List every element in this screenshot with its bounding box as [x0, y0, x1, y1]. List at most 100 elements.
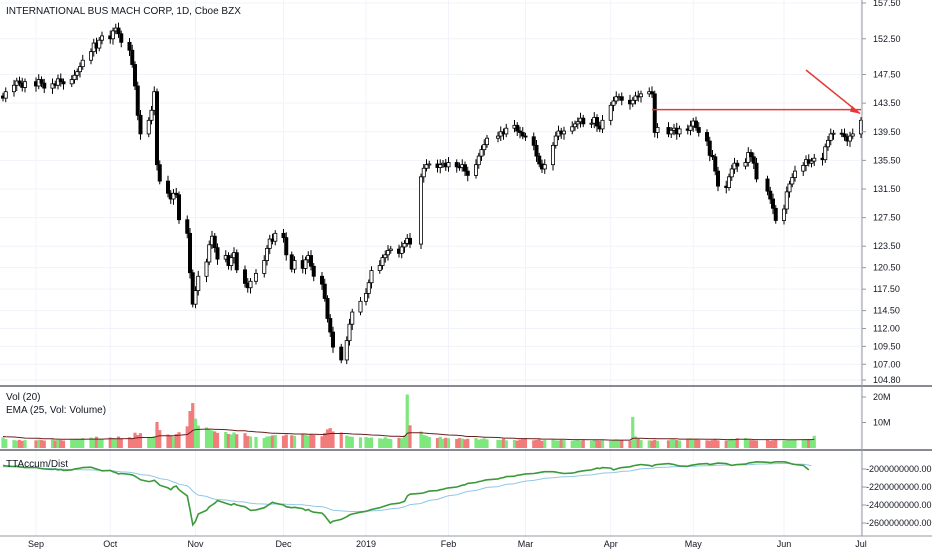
candle[interactable]: [595, 114, 600, 132]
candle[interactable]: [427, 160, 432, 169]
volume-bar[interactable]: [232, 432, 236, 448]
volume-bar[interactable]: [325, 429, 330, 448]
candle[interactable]: [78, 62, 83, 78]
candle[interactable]: [531, 132, 536, 151]
candle[interactable]: [157, 160, 162, 185]
volume-bar[interactable]: [284, 434, 288, 448]
volume-bar[interactable]: [427, 437, 431, 448]
candle[interactable]: [600, 114, 605, 133]
candle[interactable]: [138, 109, 143, 140]
volume-bar[interactable]: [793, 439, 797, 448]
volume-bar[interactable]: [809, 440, 814, 448]
volume-bar[interactable]: [72, 439, 77, 448]
candle[interactable]: [482, 139, 487, 156]
volume-bar[interactable]: [650, 440, 654, 448]
candle[interactable]: [3, 87, 8, 103]
volume-bar[interactable]: [100, 439, 104, 448]
candle[interactable]: [484, 134, 489, 148]
volume-bar[interactable]: [501, 438, 506, 448]
candle[interactable]: [768, 186, 773, 204]
volume-bar[interactable]: [424, 435, 429, 448]
volume-bar[interactable]: [127, 437, 132, 448]
volume-bar[interactable]: [543, 440, 547, 448]
volume-bar[interactable]: [754, 440, 759, 448]
candle[interactable]: [751, 152, 756, 170]
volume-bar[interactable]: [752, 440, 756, 448]
volume-bar[interactable]: [331, 431, 335, 448]
volume-bar[interactable]: [350, 436, 354, 448]
volume-bar[interactable]: [518, 439, 522, 448]
candle[interactable]: [171, 188, 176, 205]
candle[interactable]: [727, 173, 732, 191]
candle[interactable]: [132, 61, 137, 91]
candle[interactable]: [754, 157, 759, 183]
volume-bar[interactable]: [455, 439, 459, 448]
volume-bar[interactable]: [804, 439, 808, 448]
candle[interactable]: [553, 131, 558, 149]
candle[interactable]: [465, 166, 470, 182]
candle[interactable]: [196, 270, 201, 296]
volume-bar[interactable]: [328, 428, 332, 448]
volume-bar[interactable]: [309, 434, 313, 448]
candle[interactable]: [729, 164, 734, 181]
candle[interactable]: [581, 114, 586, 128]
volume-bar[interactable]: [397, 437, 401, 448]
volume-bar[interactable]: [697, 439, 701, 448]
volume-bar[interactable]: [710, 440, 715, 448]
volume-bar[interactable]: [78, 439, 82, 448]
candle[interactable]: [793, 165, 798, 182]
volume-bar[interactable]: [655, 440, 660, 448]
candle[interactable]: [69, 75, 74, 88]
candle[interactable]: [407, 232, 412, 249]
volume-bar[interactable]: [177, 432, 181, 448]
candle[interactable]: [212, 232, 217, 253]
candle[interactable]: [669, 127, 674, 138]
candle[interactable]: [575, 117, 580, 129]
candle[interactable]: [248, 278, 253, 294]
volume-bar[interactable]: [477, 439, 481, 448]
volume-bar[interactable]: [801, 439, 805, 448]
candle[interactable]: [190, 269, 195, 308]
volume-bar[interactable]: [727, 439, 731, 448]
volume-bar[interactable]: [323, 432, 327, 448]
volume-bar[interactable]: [94, 436, 99, 448]
candle[interactable]: [652, 90, 657, 138]
volume-bar[interactable]: [807, 439, 811, 448]
volume-bar[interactable]: [408, 425, 412, 448]
volume-bar[interactable]: [559, 439, 563, 448]
candle[interactable]: [111, 27, 116, 45]
volume-bar[interactable]: [265, 436, 269, 448]
volume-bar[interactable]: [226, 433, 231, 448]
volume-bar[interactable]: [358, 437, 363, 448]
candle[interactable]: [801, 162, 806, 177]
candle[interactable]: [303, 256, 308, 275]
volume-bar[interactable]: [578, 440, 583, 448]
candle[interactable]: [655, 123, 660, 139]
candle[interactable]: [100, 31, 105, 45]
candle[interactable]: [383, 250, 388, 263]
candle[interactable]: [707, 136, 712, 162]
volume-bar[interactable]: [556, 440, 561, 448]
volume-bar[interactable]: [89, 437, 93, 448]
candle[interactable]: [515, 122, 520, 136]
volume-bar[interactable]: [204, 427, 209, 448]
candle[interactable]: [608, 102, 613, 126]
candle[interactable]: [773, 205, 778, 224]
volume-bar[interactable]: [768, 440, 772, 448]
candle[interactable]: [347, 318, 352, 346]
volume-bar[interactable]: [15, 440, 19, 448]
candle[interactable]: [823, 143, 828, 163]
candle[interactable]: [639, 90, 644, 103]
volume-bar[interactable]: [270, 435, 275, 448]
candle[interactable]: [573, 120, 578, 131]
volume-bar[interactable]: [708, 440, 712, 448]
candle[interactable]: [116, 22, 121, 38]
candle[interactable]: [242, 265, 247, 288]
volume-bar[interactable]: [345, 435, 349, 448]
volume-bar[interactable]: [111, 438, 115, 448]
candle[interactable]: [264, 245, 269, 266]
candle[interactable]: [518, 126, 523, 139]
volume-bar[interactable]: [254, 437, 258, 448]
volume-bar[interactable]: [185, 426, 189, 448]
volume-bar[interactable]: [243, 433, 247, 448]
